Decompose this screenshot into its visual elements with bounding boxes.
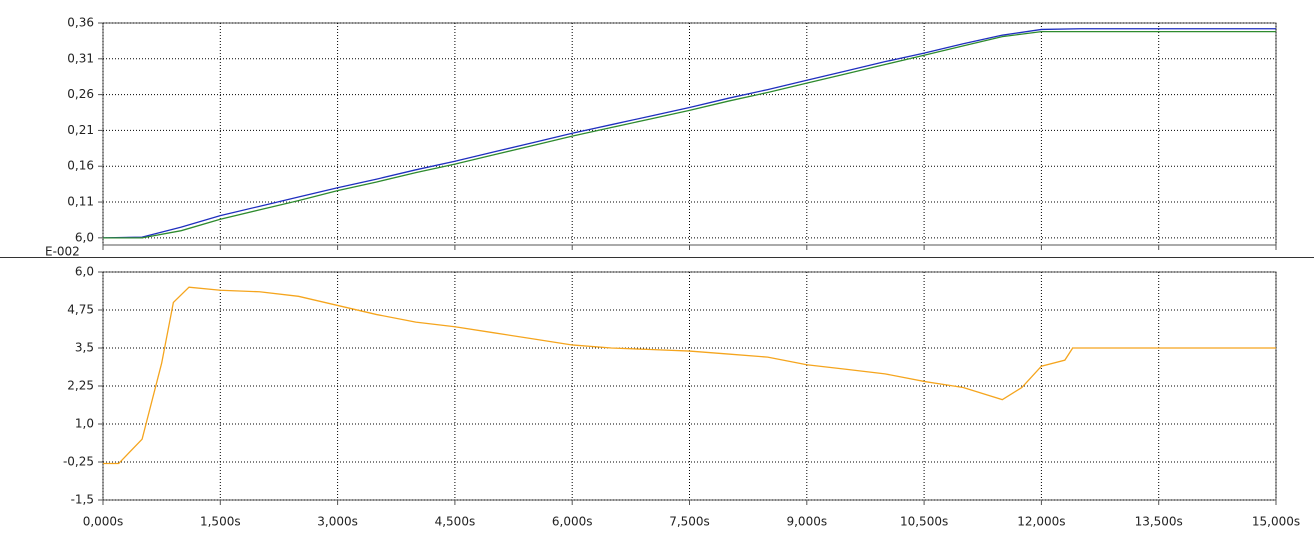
y-tick-label: 0,31 bbox=[67, 51, 94, 65]
data-line bbox=[103, 30, 1276, 239]
x-tick-label: 15,000s bbox=[1252, 515, 1300, 529]
y-tick-label: -1,5 bbox=[71, 493, 94, 507]
x-tick-label: 0,000s bbox=[83, 515, 124, 529]
y-exponent: E-002 bbox=[45, 245, 80, 259]
y-tick-label: 0,11 bbox=[67, 195, 94, 209]
y-tick-label: 0,21 bbox=[67, 123, 94, 137]
data-line bbox=[102, 28, 1276, 239]
data-line bbox=[103, 286, 1276, 465]
y-tick-label: 3,5 bbox=[75, 341, 94, 355]
y-tick-label: 0,16 bbox=[67, 159, 94, 173]
x-tick-label: 6,000s bbox=[552, 515, 593, 529]
x-tick-label: 7,500s bbox=[669, 515, 710, 529]
x-tick-label: 3,000s bbox=[317, 515, 358, 529]
x-tick-label: 9,000s bbox=[786, 515, 827, 529]
y-tick-label: 0,36 bbox=[67, 16, 94, 30]
y-tick-label: 6,0 bbox=[75, 230, 94, 244]
y-tick-label: 4,75 bbox=[67, 303, 94, 317]
y-tick-label: 0,26 bbox=[67, 87, 94, 101]
y-tick-label: -0,25 bbox=[63, 455, 94, 469]
x-tick-label: 12,000s bbox=[1017, 515, 1065, 529]
x-tick-label: 1,500s bbox=[200, 515, 241, 529]
x-tick-label: 10,500s bbox=[900, 515, 948, 529]
y-tick-label: 2,25 bbox=[67, 379, 94, 393]
y-tick-label: 6,0 bbox=[75, 265, 94, 279]
x-tick-label: 13,500s bbox=[1135, 515, 1183, 529]
x-tick-label: 4,500s bbox=[435, 515, 476, 529]
y-tick-label: 1,0 bbox=[75, 417, 94, 431]
